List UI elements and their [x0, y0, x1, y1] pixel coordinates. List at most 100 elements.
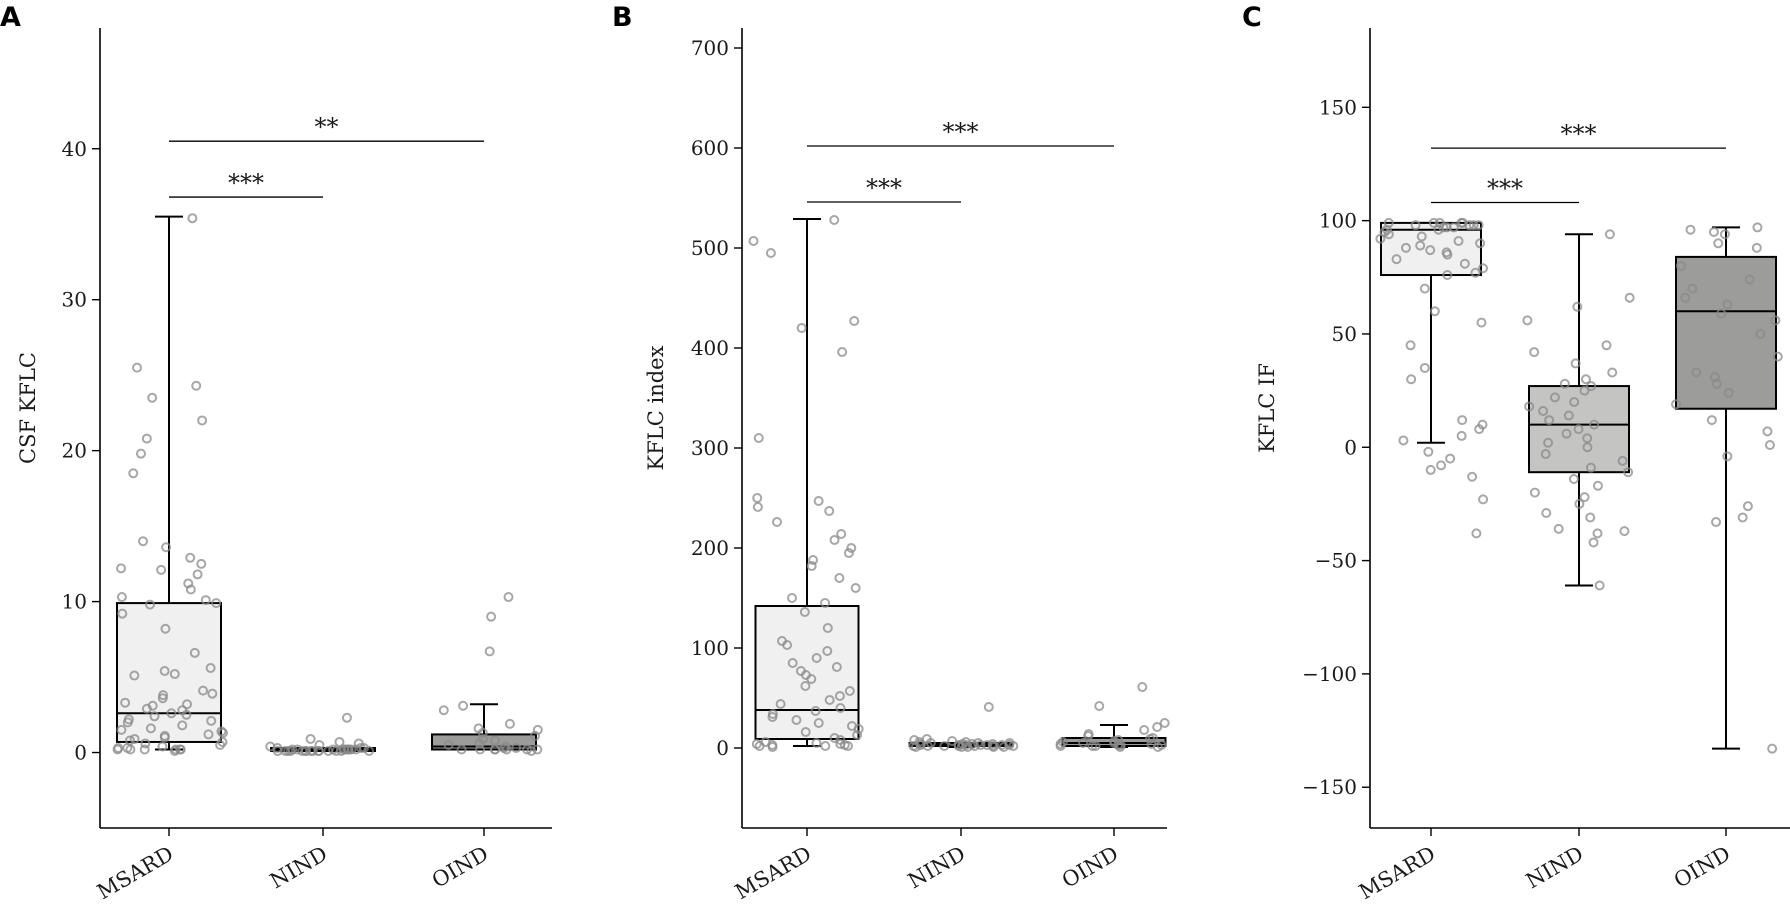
data-point [782, 640, 793, 650]
x-tick-label: MSARD [731, 842, 815, 905]
data-point [1459, 258, 1470, 269]
data-point [1438, 222, 1449, 233]
data-point [443, 739, 454, 750]
data-point [160, 623, 171, 634]
data-point [1579, 385, 1590, 396]
data-point [752, 493, 763, 503]
data-point [355, 743, 366, 753]
data-point [1540, 449, 1551, 460]
data-point [813, 496, 824, 506]
data-point [1139, 725, 1150, 735]
significance-label: *** [1487, 175, 1523, 203]
data-point [138, 536, 149, 547]
data-point [820, 598, 831, 608]
data-point [147, 392, 158, 403]
data-point [341, 712, 352, 723]
significance-label: *** [1561, 120, 1597, 148]
data-point [477, 727, 488, 738]
data-point [1582, 442, 1593, 453]
data-point [300, 746, 311, 757]
data-point [1680, 292, 1691, 303]
data-point [1083, 731, 1094, 741]
data-point [1713, 238, 1724, 249]
data-point [341, 744, 352, 755]
data-point [842, 741, 853, 751]
data-point [128, 468, 139, 479]
data-point [1619, 526, 1630, 537]
data-point [829, 733, 840, 743]
x-tick-label: NIND [266, 842, 332, 894]
data-point [1429, 306, 1440, 317]
x-tick-label: OIND [1670, 842, 1735, 893]
data-point [922, 741, 933, 751]
data-point [1419, 283, 1430, 294]
data-point [1685, 224, 1696, 235]
data-point [1770, 315, 1781, 326]
y-tick-label: 100 [691, 636, 729, 660]
data-point [1159, 718, 1170, 728]
data-point [1585, 512, 1596, 523]
data-point [846, 543, 857, 553]
data-point [1375, 233, 1386, 244]
data-point [305, 733, 316, 744]
data-point [791, 715, 802, 725]
data-point [145, 723, 156, 734]
data-point [490, 735, 501, 746]
data-point [1580, 374, 1591, 385]
data-point [521, 744, 532, 755]
y-tick-label: −100 [1302, 662, 1357, 686]
y-tick-label: 500 [691, 236, 729, 260]
data-point [1762, 426, 1773, 437]
data-point [1711, 517, 1722, 528]
data-point [1425, 245, 1436, 256]
data-point [829, 215, 840, 225]
data-point [191, 380, 202, 391]
data-point [211, 598, 222, 609]
data-point [1475, 238, 1486, 249]
data-point [1563, 410, 1574, 421]
data-point [149, 711, 160, 722]
data-point [1094, 701, 1105, 711]
y-tick-label: 0 [74, 741, 87, 765]
panel-letter: B [612, 2, 633, 33]
data-point [962, 742, 973, 752]
data-point [824, 695, 835, 705]
data-point [1453, 236, 1464, 247]
data-point [1055, 741, 1066, 751]
data-point [1723, 387, 1734, 398]
data-point [800, 681, 811, 691]
data-point [216, 726, 227, 737]
data-point [116, 724, 127, 735]
data-point [1470, 267, 1481, 278]
data-point [1574, 498, 1585, 509]
data-point [1423, 446, 1434, 457]
data-point [141, 433, 152, 444]
data-point [1529, 347, 1540, 358]
data-point [1687, 283, 1698, 294]
data-point [1538, 406, 1549, 417]
data-point [910, 742, 921, 752]
data-point [1751, 242, 1762, 253]
data-point [1457, 415, 1468, 426]
y-tick-label: 700 [691, 36, 729, 60]
data-point [125, 744, 136, 755]
y-tick-label: 10 [62, 590, 87, 614]
data-point [456, 744, 467, 755]
data-point [112, 744, 123, 755]
data-point [1529, 487, 1540, 498]
data-point [1737, 512, 1748, 523]
data-point [1391, 254, 1402, 265]
data-point [272, 746, 283, 757]
data-point [156, 564, 167, 575]
x-tick-label: OIND [428, 842, 493, 893]
data-point [1570, 358, 1581, 369]
data-point [1579, 492, 1590, 503]
y-tick-label: 600 [691, 136, 729, 160]
data-point [501, 744, 512, 755]
data-point [529, 730, 540, 741]
data-point [1456, 430, 1467, 441]
data-point [748, 236, 759, 246]
box-oind [1675, 255, 1777, 410]
data-point [1524, 401, 1535, 412]
